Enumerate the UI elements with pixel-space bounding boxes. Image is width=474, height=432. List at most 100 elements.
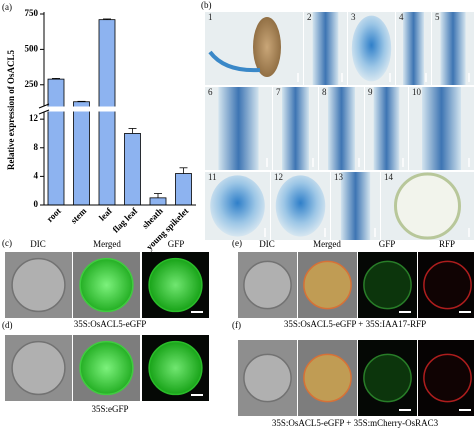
tissue [275,175,326,237]
protoplast [243,260,292,310]
panel-label: (b) [201,0,212,10]
tissue [218,87,259,170]
protoplast [79,257,134,313]
bar [124,133,141,206]
protoplast [243,353,292,403]
tissue [282,87,309,170]
x-tick-label: stem [69,205,89,225]
stain-image: 6 [205,87,272,170]
stain-image: 9 [365,87,408,170]
stain-image: 5 [432,12,474,85]
column-label: Merged [313,239,341,249]
stain-image: 2 [304,12,347,85]
bar [149,197,167,206]
image-number: 14 [384,172,394,182]
stain-image: 8 [319,87,364,170]
micrograph [358,340,417,416]
micrograph [142,335,209,401]
image-number: 4 [399,12,404,22]
protoplast [148,340,203,396]
bar [47,78,65,206]
image-number: 1 [208,12,213,22]
panel-label: (c) [2,238,12,248]
tissue [422,87,461,170]
image-number: 3 [351,12,356,22]
column-label: GFP [168,239,185,249]
micrograph [238,252,297,318]
image-number: 12 [274,172,283,182]
y-tick-label: 250 [25,79,39,89]
column-label: GFP [379,239,396,249]
y-tick-label: 0 [34,199,39,209]
caption: 35S:eGFP [91,404,128,414]
panel-label: (e) [232,238,242,248]
y-tick-label: 8 [34,142,39,152]
tissue [440,12,466,85]
stain-image: 3 [348,12,395,85]
root [208,50,261,73]
x-tick-label: root [45,206,63,224]
caption: 35S:OsACL5-eGFP + 35S:IAA17-RFP [284,319,426,329]
micrograph [298,340,357,416]
tissue [328,87,355,170]
seed [253,17,281,77]
protoplast [11,340,66,396]
image-number: 8 [322,87,327,97]
panel-label: (d) [2,320,13,330]
protoplast [79,340,134,396]
column-label: RFP [439,239,455,249]
bar [175,173,192,206]
micrograph [298,252,357,318]
y-tick-label: 750 [25,8,39,18]
image-number: 5 [435,12,440,22]
stain-image: 1 [205,12,303,85]
micrograph [358,252,417,318]
x-tick-label: leaf [97,205,115,223]
caption: 35S:OsACL5-eGFP + 35S:mCherry-OsRAC3 [272,418,439,428]
tissue [312,12,339,85]
protoplast [423,353,472,403]
image-number: 7 [276,87,281,97]
image-number: 2 [307,12,312,22]
tissue [351,15,392,82]
protoplast [303,260,352,310]
tissue [340,172,371,240]
micrograph [238,340,297,416]
panel-label: (a) [2,2,12,12]
column-label: DIC [30,239,46,249]
stain-image: 13 [331,172,380,240]
section [394,172,461,240]
y-tick-label: 12 [29,113,39,123]
stain-image: 11 [205,172,270,240]
axis-break [38,106,158,112]
tissue [403,12,424,85]
micrograph [5,335,72,401]
protoplast [148,257,203,313]
image-number: 6 [208,87,213,97]
image-number: 11 [208,172,217,182]
micrograph [73,252,140,318]
bar [98,19,116,206]
tissue [210,175,265,237]
protoplast [423,260,472,310]
tissue [373,87,400,170]
protoplast [11,257,66,313]
micrograph [418,252,474,318]
y-tick-label: 4 [34,170,39,180]
stain-image: 14 [381,172,474,240]
column-label: DIC [259,239,275,249]
stain-image: 4 [396,12,431,85]
stain-image: 7 [273,87,318,170]
x-tick-label: flag leaf [111,205,141,235]
stain-image: 12 [271,172,330,240]
image-number: 13 [334,172,344,182]
stain-image: 10 [409,87,474,170]
protoplast [363,353,412,403]
y-axis-label: Relative expression of OsACL5 [6,49,16,170]
y-tick-label: 500 [25,43,39,53]
break-mark [38,103,50,109]
image-number: 10 [412,87,422,97]
protoplast [303,353,352,403]
panel-label: (f) [232,320,241,330]
